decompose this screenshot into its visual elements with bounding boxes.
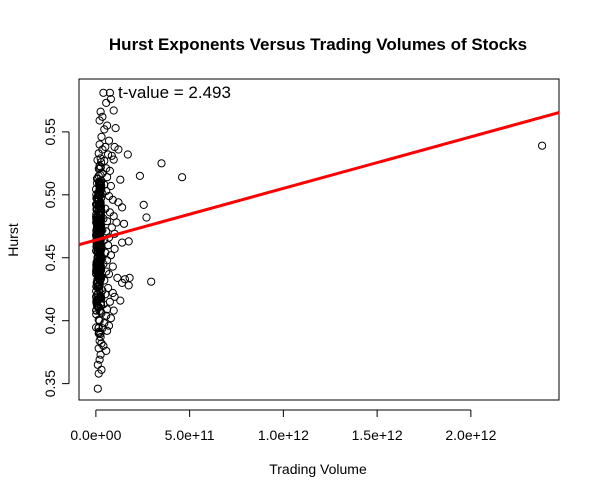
data-point bbox=[125, 273, 134, 282]
t-value-annotation: t-value = 2.493 bbox=[118, 83, 231, 102]
data-point bbox=[96, 163, 105, 172]
data-point bbox=[100, 156, 109, 165]
data-point bbox=[104, 150, 113, 159]
data-points bbox=[92, 88, 547, 393]
data-point bbox=[97, 207, 106, 216]
data-point bbox=[106, 95, 116, 104]
x-tick-label: 2.0e+12 bbox=[445, 427, 496, 443]
regression-line bbox=[78, 111, 560, 247]
plot-frame bbox=[78, 78, 560, 401]
data-point bbox=[97, 339, 106, 348]
data-point bbox=[94, 257, 103, 266]
data-point bbox=[106, 181, 116, 191]
data-point bbox=[96, 220, 105, 230]
data-point bbox=[102, 267, 111, 276]
data-point bbox=[118, 238, 127, 247]
data-point bbox=[100, 276, 109, 285]
data-point bbox=[95, 316, 104, 325]
data-point bbox=[124, 237, 133, 246]
data-point bbox=[109, 106, 118, 115]
data-point bbox=[97, 309, 106, 318]
data-point bbox=[99, 341, 108, 350]
data-point bbox=[100, 319, 109, 328]
data-point bbox=[92, 301, 102, 310]
data-point bbox=[94, 194, 103, 203]
x-tick-label: 0.0e+00 bbox=[70, 427, 121, 443]
data-point bbox=[99, 88, 108, 97]
data-point bbox=[124, 281, 133, 290]
x-axis: 0.0e+00 5.0e+11 1.0e+12 1.5e+12 2.0e+12 bbox=[70, 409, 497, 443]
y-tick-label: 0.40 bbox=[42, 307, 58, 334]
data-point bbox=[108, 262, 117, 271]
data-point bbox=[104, 270, 114, 279]
data-point bbox=[116, 175, 125, 184]
data-point bbox=[103, 326, 112, 335]
data-point bbox=[111, 124, 120, 133]
x-tick-label: 1.0e+12 bbox=[258, 427, 309, 443]
data-point bbox=[96, 107, 105, 116]
data-point bbox=[147, 277, 156, 286]
data-point bbox=[108, 288, 117, 298]
data-point bbox=[178, 173, 187, 182]
data-point bbox=[118, 203, 127, 212]
data-point bbox=[95, 180, 104, 189]
data-point bbox=[139, 200, 148, 209]
y-axis-label: Hurst bbox=[5, 223, 21, 257]
data-point bbox=[110, 244, 119, 253]
data-point bbox=[110, 292, 119, 301]
data-point bbox=[538, 141, 547, 150]
x-axis-label: Trading Volume bbox=[269, 461, 367, 477]
data-point bbox=[104, 136, 114, 145]
data-point bbox=[101, 142, 110, 152]
data-point bbox=[95, 140, 104, 149]
data-point bbox=[94, 149, 103, 158]
data-point bbox=[114, 145, 123, 154]
data-point bbox=[95, 116, 104, 125]
data-point bbox=[107, 151, 116, 160]
data-point bbox=[106, 314, 116, 323]
data-point bbox=[109, 155, 118, 164]
data-point bbox=[95, 281, 104, 290]
data-point bbox=[100, 125, 109, 134]
data-point bbox=[102, 98, 111, 108]
data-point bbox=[96, 350, 105, 359]
data-point bbox=[103, 217, 112, 226]
data-point bbox=[123, 150, 132, 159]
data-point bbox=[103, 173, 112, 182]
chart-title: Hurst Exponents Versus Trading Volumes o… bbox=[109, 35, 527, 54]
data-point bbox=[94, 228, 103, 237]
y-tick-label: 0.35 bbox=[42, 370, 58, 397]
data-point bbox=[112, 218, 121, 227]
data-point bbox=[96, 199, 105, 208]
data-point bbox=[94, 369, 103, 378]
data-point bbox=[102, 346, 111, 355]
data-point bbox=[93, 384, 102, 393]
data-point bbox=[113, 273, 122, 282]
y-axis: 0.35 0.40 0.45 0.50 0.55 bbox=[42, 118, 70, 397]
data-point bbox=[96, 333, 105, 342]
data-point bbox=[99, 259, 108, 269]
data-point bbox=[135, 171, 144, 180]
data-point bbox=[116, 296, 125, 305]
data-point bbox=[102, 311, 111, 320]
y-tick-label: 0.50 bbox=[42, 181, 58, 208]
y-tick-label: 0.55 bbox=[42, 118, 58, 145]
data-point bbox=[97, 132, 106, 141]
data-point bbox=[157, 159, 166, 168]
data-point bbox=[142, 213, 151, 222]
data-point bbox=[109, 306, 118, 315]
y-tick-label: 0.45 bbox=[42, 244, 58, 271]
data-point bbox=[105, 88, 115, 97]
data-point bbox=[95, 355, 104, 364]
x-tick-label: 5.0e+11 bbox=[165, 427, 215, 443]
x-tick-label: 1.5e+12 bbox=[352, 427, 403, 443]
data-point bbox=[119, 219, 129, 228]
